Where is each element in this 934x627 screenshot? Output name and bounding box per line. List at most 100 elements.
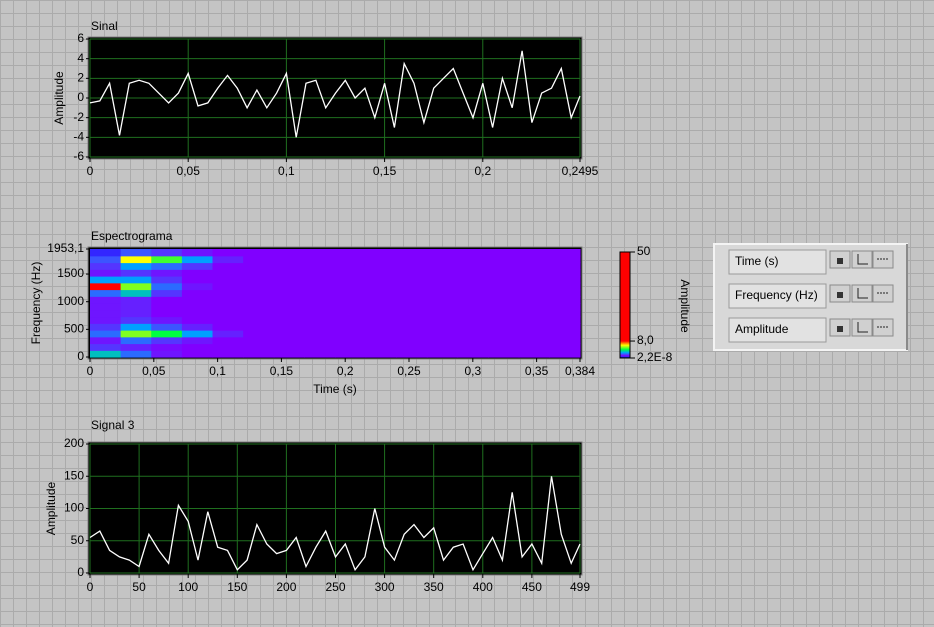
x-tick-label: 499 xyxy=(570,580,590,594)
heatmap-cell xyxy=(120,336,152,345)
scale-name-box xyxy=(728,317,827,343)
heatmap-cell xyxy=(181,262,214,270)
x-tick-label: 0,05 xyxy=(177,164,201,178)
y-tick-label: -6 xyxy=(73,149,84,163)
heatmap-cell xyxy=(151,303,183,311)
heatmap-cell xyxy=(90,296,122,304)
colorbar xyxy=(619,251,631,359)
heatmap-cell xyxy=(181,303,214,311)
heatmap-cell xyxy=(120,330,152,338)
scale-button[interactable] xyxy=(851,250,873,269)
heatmap-cell xyxy=(549,316,581,324)
heatmap-cell xyxy=(181,309,214,318)
y-axis-title: Amplitude xyxy=(44,482,58,536)
heatmap-cell xyxy=(426,323,459,331)
heatmap-cell xyxy=(365,316,397,324)
heatmap-cell xyxy=(304,276,336,284)
heatmap-cell xyxy=(90,303,122,311)
y-tick-label: 1953,1 xyxy=(47,241,84,255)
scale-button[interactable] xyxy=(851,284,873,303)
heatmap-cell xyxy=(549,289,581,297)
y-tick-label: 500 xyxy=(64,322,84,336)
heatmap-cell xyxy=(488,276,520,284)
x-tick-label: 0 xyxy=(87,164,94,178)
heatmap-cell xyxy=(304,249,336,257)
heatmap-cell xyxy=(90,282,122,291)
heatmap-cell xyxy=(457,269,489,277)
heatmap-cell xyxy=(518,282,550,291)
x-tick-label: 0,15 xyxy=(270,364,294,378)
heatmap-cell xyxy=(212,249,244,257)
x-tick-label: 0,3 xyxy=(464,364,481,378)
heatmap-cell xyxy=(212,330,244,338)
heatmap-cell xyxy=(457,336,489,345)
heatmap-cell xyxy=(120,269,152,277)
heatmap-cell xyxy=(304,350,336,358)
y-tick-label: -4 xyxy=(73,130,84,144)
heatmap-cell xyxy=(365,269,397,277)
heatmap-cell xyxy=(549,276,581,284)
heatmap-cell xyxy=(426,309,459,318)
y-tick-label: 0 xyxy=(77,349,84,363)
heatmap-cell xyxy=(212,316,244,324)
heatmap-cell xyxy=(273,330,305,338)
heatmap-cell xyxy=(365,255,397,264)
heatmap-cell xyxy=(304,255,336,264)
heatmap-cell xyxy=(335,343,367,351)
heatmap-cell xyxy=(151,343,183,351)
heatmap-cell xyxy=(151,330,183,338)
heatmap-cell xyxy=(120,316,152,324)
heatmap-cell xyxy=(304,316,336,324)
heatmap-cell xyxy=(243,323,275,331)
x-tick-label: 200 xyxy=(276,580,296,594)
heatmap-cell xyxy=(365,309,397,318)
heatmap-cell xyxy=(426,343,459,351)
signal-line xyxy=(89,476,581,572)
heatmap-cell xyxy=(335,309,367,318)
heatmap-cell xyxy=(457,282,489,291)
heatmap-cell xyxy=(426,336,459,345)
heatmap-cell xyxy=(212,276,244,284)
heatmap-cell xyxy=(151,255,183,264)
x-tick-label: 0,35 xyxy=(525,364,549,378)
heatmap-cell xyxy=(151,249,183,257)
heatmap-cell xyxy=(212,343,244,351)
heatmap-cell xyxy=(90,309,122,318)
heatmap-cell xyxy=(243,262,275,270)
heatmap-cell xyxy=(365,289,397,297)
heatmap-cell xyxy=(212,350,244,358)
heatmap-cell xyxy=(243,296,275,304)
heatmap-cell xyxy=(120,323,152,331)
heatmap-cell xyxy=(365,350,397,358)
heatmap-cell xyxy=(273,350,305,358)
heatmap-cell xyxy=(426,303,459,311)
heatmap-cell xyxy=(120,296,152,304)
heatmap-cell xyxy=(151,276,183,284)
heatmap-cell xyxy=(549,303,581,311)
heatmap-cell xyxy=(181,330,214,338)
heatmap-cell xyxy=(549,323,581,331)
heatmap-cell xyxy=(151,282,183,291)
heatmap-cell xyxy=(518,309,550,318)
heatmap-cell xyxy=(549,262,581,270)
x-tick-label: 0 xyxy=(87,364,94,378)
heatmap-cell xyxy=(396,316,428,324)
heatmap-cell xyxy=(120,249,152,257)
heatmap-cell xyxy=(488,316,520,324)
heatmap-cell xyxy=(396,323,428,331)
x-tick-label: 0,2 xyxy=(474,164,491,178)
heatmap-cell xyxy=(518,336,550,345)
heatmap-cell xyxy=(549,269,581,277)
heatmap-cell xyxy=(518,262,550,270)
x-axis-title: Time (s) xyxy=(313,382,357,396)
y-tick-label: 4 xyxy=(77,51,84,65)
heatmap-cell xyxy=(549,350,581,358)
heatmap-cell xyxy=(365,323,397,331)
scale-button[interactable] xyxy=(851,318,873,337)
heatmap-cell xyxy=(335,350,367,358)
autoscale-icon xyxy=(857,254,868,265)
heatmap-cell xyxy=(181,255,214,264)
heatmap-cell xyxy=(549,330,581,338)
x-tick-label: 250 xyxy=(325,580,345,594)
heatmap-cell xyxy=(90,316,122,324)
